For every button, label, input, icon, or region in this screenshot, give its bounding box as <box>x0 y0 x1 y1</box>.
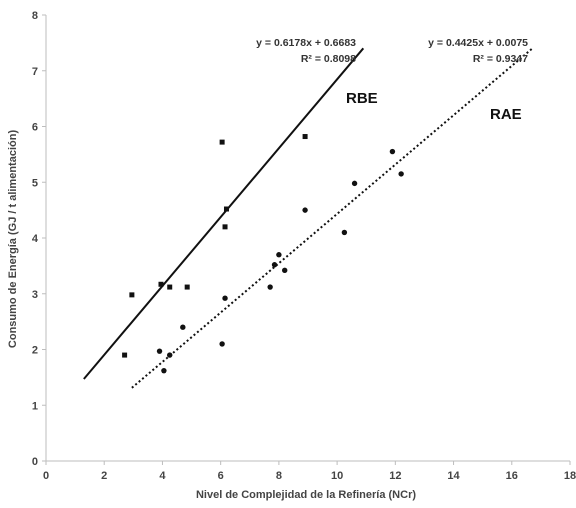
point-rbe <box>129 292 135 298</box>
y-tick-label: 2 <box>32 345 38 357</box>
point-rae <box>219 341 225 347</box>
point-rbe <box>223 206 229 212</box>
y-tick-label: 4 <box>32 233 39 245</box>
point-rae <box>180 324 186 330</box>
point-rae <box>267 284 273 290</box>
point-rbe <box>122 352 128 358</box>
y-axis-title: Consumo de Energía (GJ / t alimentación) <box>7 130 19 349</box>
x-tick-label: 2 <box>101 470 107 482</box>
x-tick-label: 12 <box>389 470 401 482</box>
point-rae <box>389 148 396 155</box>
point-rae <box>276 252 282 258</box>
x-tick-label: 16 <box>506 470 518 482</box>
point-rae <box>161 367 167 374</box>
x-tick-label: 18 <box>564 470 576 482</box>
point-rae <box>222 295 228 301</box>
trendline-equation-rbe: y = 0.6178x + 0.6683 <box>256 37 356 49</box>
point-rbe <box>222 224 228 230</box>
point-rae <box>302 207 308 213</box>
x-tick-label: 0 <box>43 470 49 482</box>
y-tick-label: 5 <box>32 177 38 189</box>
x-tick-label: 14 <box>447 470 460 482</box>
x-tick-label: 10 <box>331 470 343 482</box>
x-axis-title: Nivel de Complejidad de la Refinería (NC… <box>196 489 416 501</box>
x-tick-label: 8 <box>276 470 282 482</box>
x-tick-label: 4 <box>159 470 166 482</box>
trendline-annotations: y = 0.6178x + 0.6683 R² = 0.8098 RBE y = 0.… <box>256 37 528 123</box>
trendlines <box>83 47 533 389</box>
y-tick-label: 6 <box>32 122 38 134</box>
point-rbe <box>167 284 173 290</box>
trendline-rae <box>131 47 533 389</box>
point-rae <box>282 267 288 274</box>
point-rae <box>167 352 173 358</box>
point-rbe <box>184 284 190 290</box>
y-tick-label: 8 <box>32 10 38 22</box>
trendline-rbe <box>83 47 365 380</box>
trendline-r2-rbe: R² = 0.8098 <box>301 53 356 65</box>
series-label-rae: RAE <box>490 106 522 123</box>
data-points <box>122 134 404 374</box>
trendline-equation-rae: y = 0.4425x + 0.0075 <box>428 37 528 49</box>
x-tick-label: 6 <box>218 470 224 482</box>
point-rae <box>351 180 358 187</box>
series-label-rbe: RBE <box>346 90 378 107</box>
y-tick-label: 3 <box>32 289 38 301</box>
point-rbe <box>219 139 225 145</box>
point-rbe <box>158 281 164 287</box>
y-tick-label: 1 <box>32 400 38 412</box>
point-rae <box>156 348 163 354</box>
point-rae <box>271 262 278 268</box>
y-tick-label: 0 <box>32 456 38 468</box>
y-tick-label: 7 <box>32 66 38 78</box>
point-rbe <box>302 134 308 140</box>
point-rae <box>398 171 404 177</box>
x-tick-labels: 0 2 4 6 8 10 12 14 16 18 <box>43 461 576 482</box>
y-tick-labels: 0 1 2 3 4 5 6 7 8 <box>32 10 46 468</box>
point-rae <box>341 229 348 236</box>
trendline-r2-rae: R² = 0.9347 <box>473 53 528 65</box>
